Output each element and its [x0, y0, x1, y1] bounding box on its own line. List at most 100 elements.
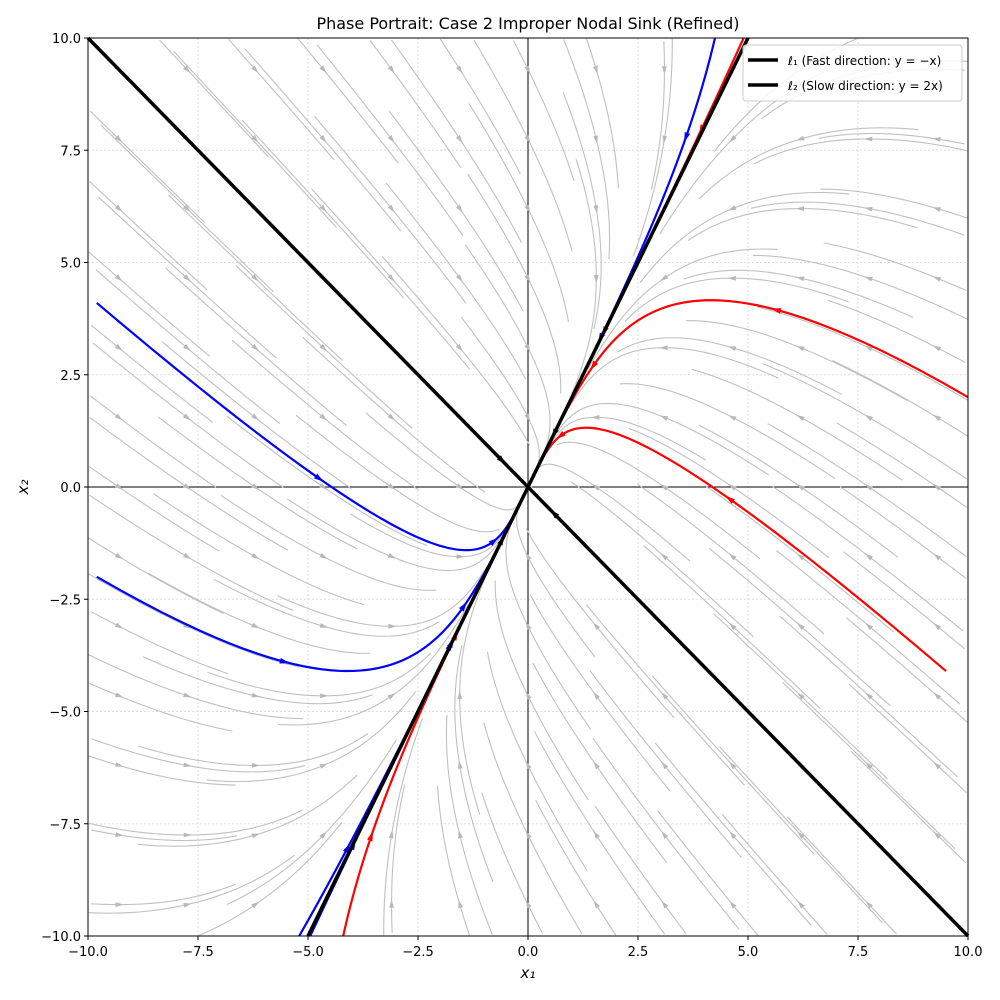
streamline-arrow — [115, 832, 124, 837]
streamline-arrow — [455, 274, 463, 283]
streamline-arrow — [456, 204, 463, 213]
streamline — [88, 466, 220, 552]
streamline — [691, 368, 903, 481]
streamline — [206, 691, 417, 783]
streamline — [836, 422, 968, 508]
streamline-arrow — [251, 65, 259, 74]
y-tick-label: 10.0 — [52, 32, 81, 47]
streamline-arrow — [933, 761, 942, 770]
streamline — [494, 580, 589, 801]
trajectory — [96, 302, 529, 552]
streamline-arrow — [797, 622, 805, 631]
streamline-arrow — [387, 274, 395, 282]
streamline-arrow — [525, 621, 532, 631]
streamline — [91, 738, 306, 773]
streamline — [88, 809, 303, 836]
streamline — [762, 363, 968, 480]
streamline-arrow — [659, 345, 668, 351]
trajectory-arrow — [556, 430, 566, 440]
streamline-arrow — [458, 830, 463, 839]
streamline-arrow — [525, 760, 532, 770]
streamline — [721, 813, 828, 935]
streamline-arrow — [728, 484, 737, 491]
streamline-arrow — [183, 65, 191, 74]
streamline-arrow — [795, 276, 805, 282]
streamline — [91, 883, 236, 906]
x-tick-label: −7.5 — [182, 945, 214, 960]
streamline — [639, 191, 850, 283]
streamline-arrow — [728, 415, 737, 421]
streamline-arrow — [319, 204, 327, 213]
streamline-arrow — [251, 135, 259, 143]
streamline-arrow — [864, 276, 873, 282]
streamline-arrow — [387, 483, 396, 490]
streamline-arrow — [319, 413, 328, 421]
streamline-arrow — [114, 483, 123, 490]
streamline-arrow — [796, 484, 805, 491]
streamline-arrow — [183, 832, 192, 838]
trajectory-arrow — [488, 537, 499, 547]
streamline — [89, 682, 233, 732]
streamline-arrow — [662, 66, 667, 75]
y-axis-label: x₂ — [14, 480, 32, 496]
streamline — [89, 416, 289, 551]
streamline — [228, 39, 335, 161]
streamline-arrow — [319, 553, 328, 559]
streamline-arrow — [865, 622, 873, 631]
streamline-arrow — [660, 553, 669, 561]
y-tick-label: 0.0 — [60, 481, 81, 496]
streamline-arrow — [727, 205, 737, 211]
streamline-arrow — [593, 900, 600, 909]
streamline — [698, 424, 899, 558]
streamline — [390, 39, 522, 243]
streamline-arrow — [114, 204, 123, 213]
x-tick-label: 2.5 — [628, 945, 649, 960]
streamline — [159, 39, 270, 158]
streamline-arrow — [661, 831, 669, 839]
streamline — [850, 750, 967, 864]
x-tick-label: 10.0 — [954, 945, 983, 960]
y-tick-label: −7.5 — [49, 818, 81, 833]
streamline-arrow — [387, 553, 397, 559]
streamline-arrow — [592, 65, 598, 75]
streamline-arrow — [251, 343, 259, 352]
eigenline-slow — [306, 37, 750, 937]
streamline-arrow — [592, 484, 601, 491]
streamline-arrow — [183, 343, 191, 352]
streamline-arrow — [932, 276, 942, 282]
streamline-arrow — [183, 483, 192, 490]
streamline-arrow — [114, 552, 124, 560]
streamline-arrow — [524, 65, 531, 74]
streamline — [88, 494, 294, 611]
streamline — [369, 40, 462, 169]
streamline — [89, 180, 208, 291]
streamline — [464, 244, 551, 464]
legend-label-fast: ℓ₁ (Fast direction: y = −x) — [787, 54, 941, 68]
eigenline-arrow — [550, 509, 560, 519]
x-tick-label: 5.0 — [738, 945, 759, 960]
x-tick-label: 0.0 — [518, 945, 539, 960]
streamline-arrow — [114, 274, 123, 282]
y-tick-label: 7.5 — [60, 144, 81, 159]
streamline — [91, 829, 238, 842]
streamline-arrow — [932, 207, 941, 212]
streamline — [473, 39, 573, 252]
trajectory-arrow — [771, 308, 782, 314]
streamline-arrow — [797, 900, 805, 909]
streamline-arrow — [729, 135, 737, 143]
streamline-arrow — [864, 345, 873, 352]
streamline — [516, 498, 596, 658]
streamline-arrow — [388, 623, 397, 629]
streamline-arrow — [593, 205, 599, 214]
streamline-arrow — [593, 135, 598, 144]
streamline — [460, 316, 540, 476]
streamline-arrow — [183, 902, 192, 908]
streamline-arrow — [728, 553, 737, 561]
streamline-arrow — [183, 204, 191, 213]
streamline — [594, 805, 687, 934]
streamline-arrow — [525, 691, 532, 700]
streamline — [286, 498, 500, 572]
streamline-arrow — [251, 483, 260, 490]
streamline-arrow — [251, 762, 261, 768]
x-tick-label: 7.5 — [848, 945, 869, 960]
